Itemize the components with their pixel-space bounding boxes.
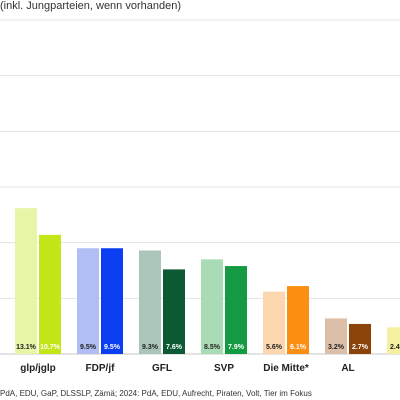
category-labels: glp/jglp FDP/jf GFL SVP Die Mitte* AL <box>20 363 354 374</box>
value-label-2-0: 9.3% <box>142 344 159 351</box>
value-label-1-0: 9.5% <box>80 344 97 351</box>
category-label-0: glp/jglp <box>20 363 56 374</box>
value-label-5-0: 3.2% <box>328 344 345 351</box>
value-label-1-1: 9.5% <box>104 344 121 351</box>
bar-4-0 <box>263 291 285 354</box>
category-label-1: FDP/jf <box>86 363 116 374</box>
category-label-3: SVP <box>214 363 234 374</box>
bar-3-1 <box>225 266 247 354</box>
bar-4-1 <box>287 286 309 354</box>
category-label-4: Die Mitte* <box>263 363 309 374</box>
category-label-5: AL <box>341 363 354 374</box>
category-label-2: GFL <box>152 363 172 374</box>
value-label-6-0: 2.4% <box>390 344 400 351</box>
value-label-4-1: 6.1% <box>290 344 307 351</box>
bar-5-0 <box>325 318 347 354</box>
bar-6-0 <box>387 327 400 354</box>
bar-5-1 <box>349 323 371 354</box>
value-label-2-1: 7.6% <box>166 344 183 351</box>
bar-0-1 <box>39 234 61 354</box>
value-label-0-0: 13.1% <box>16 344 37 351</box>
chart-subtitle: (inkl. Jungparteien, wenn vorhanden) <box>0 0 182 12</box>
value-label-3-0: 8.5% <box>204 344 221 351</box>
bar-2-1 <box>163 269 185 354</box>
bar-2-0 <box>139 250 161 354</box>
footnote: PdA, EDU, GaP, DLSSLP, Zämä; 2024: PdA, … <box>0 389 312 398</box>
bar-1-0 <box>77 248 99 354</box>
value-label-5-1: 2.7% <box>352 344 369 351</box>
value-label-0-1: 10.7% <box>40 344 61 351</box>
value-label-4-0: 5.6% <box>266 344 283 351</box>
bars: 13.1% 10.7% 9.5% 9.5% 9.3% 7.6% 8.5% 7.9% 5.6% 6.… <box>15 208 400 354</box>
bar-1-1 <box>101 248 123 354</box>
bar-3-0 <box>201 259 223 354</box>
bar-0-0 <box>15 208 37 354</box>
bar-chart: 13.1% 10.7% 9.5% 9.5% 9.3% 7.6% 8.5% 7.9% 5.6% 6.… <box>0 19 400 374</box>
value-label-3-1: 7.9% <box>228 344 245 351</box>
